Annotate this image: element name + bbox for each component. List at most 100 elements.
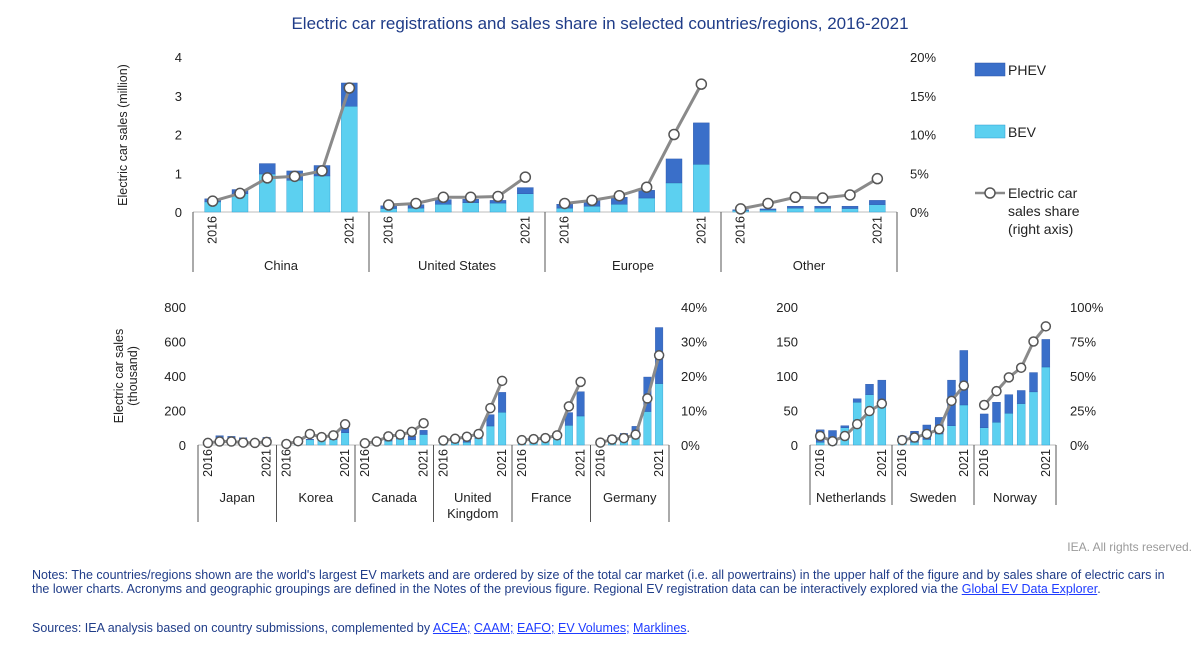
source-link-eafo[interactable]: EAFO;	[516, 621, 555, 635]
share-marker	[558, 197, 571, 210]
share-marker	[394, 429, 406, 440]
share-marker	[261, 172, 274, 184]
share-marker	[438, 435, 449, 446]
phev-bar	[992, 402, 1001, 423]
phev-bar	[959, 350, 969, 406]
y2-tick-label: 40%	[681, 300, 707, 315]
share-marker	[492, 190, 504, 203]
share-marker	[839, 430, 851, 442]
source-link-caam[interactable]: CAAM;	[473, 621, 514, 635]
legend-share-label: Electric car	[1008, 185, 1078, 201]
bev-bar	[576, 415, 585, 446]
y-tick-label: 200	[164, 404, 186, 419]
bev-bar	[474, 438, 483, 446]
share-marker	[343, 82, 356, 94]
bev-bar	[787, 207, 804, 213]
legend-share-label: (right axis)	[1008, 221, 1073, 237]
y2-tick-label: 75%	[1070, 335, 1096, 350]
bev-bar	[1041, 366, 1051, 446]
bev-bar	[313, 175, 331, 213]
y2-tick-label: 5%	[910, 166, 929, 181]
bev-bar	[841, 208, 859, 213]
year-label: 2016	[558, 216, 572, 244]
year-label: 2016	[895, 449, 909, 477]
y-tick-label: 600	[164, 335, 186, 350]
bev-bar	[1016, 403, 1026, 446]
share-marker	[613, 189, 626, 202]
share-marker	[1015, 362, 1027, 373]
source-link-marklines[interactable]: Marklines	[633, 621, 687, 635]
bev-bar	[959, 404, 969, 446]
legend-phev-label: PHEV	[1008, 62, 1047, 78]
phev-bar	[852, 398, 862, 403]
share-marker	[249, 437, 261, 449]
legend-phev-swatch	[974, 62, 1006, 77]
share-line	[740, 177, 879, 211]
ev-data-explorer-link[interactable]: Global EV Data Explorer	[961, 582, 1098, 596]
phev-bar	[1041, 339, 1051, 368]
share-marker	[695, 78, 708, 90]
group-label-united-states: United States	[418, 258, 497, 273]
y-tick-label: 4	[175, 50, 182, 65]
share-marker	[516, 434, 528, 446]
share-marker	[1028, 336, 1039, 347]
share-marker	[304, 428, 316, 440]
year-label: 2016	[279, 449, 293, 477]
share-marker	[410, 197, 422, 210]
group-label-united-kingdom: Kingdom	[447, 506, 498, 521]
y-tick-label: 3	[175, 89, 182, 104]
bev-bar	[992, 422, 1001, 446]
bev-bar	[462, 442, 471, 446]
bev-bar	[419, 434, 428, 446]
group-label-germany: Germany	[603, 490, 657, 505]
share-marker	[864, 405, 875, 417]
share-marker	[876, 398, 888, 409]
year-label: 2021	[870, 216, 884, 244]
phev-bar	[693, 122, 710, 165]
share-marker	[226, 436, 237, 447]
share-marker	[668, 128, 680, 141]
source-link-acea[interactable]: ACEA;	[432, 621, 471, 635]
share-marker	[816, 192, 829, 204]
share-marker	[630, 429, 641, 440]
share-marker	[261, 436, 272, 448]
y-tick-label: 0	[179, 438, 186, 453]
share-marker	[485, 402, 496, 414]
year-label: 2016	[515, 449, 529, 477]
bev-bar	[486, 425, 495, 446]
share-marker	[618, 432, 630, 444]
year-label: 2021	[495, 449, 509, 477]
share-marker	[762, 197, 774, 210]
share-marker	[909, 432, 920, 443]
source-link-ev-volumes[interactable]: EV Volumes;	[557, 621, 630, 635]
year-label: 2021	[260, 449, 274, 477]
share-marker	[496, 375, 508, 387]
phev-bar	[419, 430, 428, 435]
share-marker	[851, 418, 863, 430]
share-marker	[383, 431, 394, 442]
bev-bar	[462, 202, 479, 213]
bev-bar	[869, 204, 886, 213]
share-marker	[991, 385, 1002, 397]
year-label: 2021	[1039, 449, 1053, 477]
year-label: 2016	[436, 449, 450, 477]
y2-tick-label: 50%	[1070, 369, 1096, 384]
share-marker	[1040, 321, 1052, 332]
share-marker	[551, 430, 563, 441]
legend-bev-swatch	[974, 124, 1006, 139]
bev-bar	[435, 204, 452, 213]
group-label-japan: Japan	[220, 490, 255, 505]
share-marker	[789, 191, 802, 204]
notes-end: .	[1097, 582, 1101, 596]
legend-bev-label: BEV	[1008, 124, 1037, 140]
y-tick-label: 100	[776, 369, 798, 384]
share-marker	[339, 419, 351, 430]
share-marker	[519, 171, 532, 183]
share-marker	[473, 428, 484, 440]
year-label: 2021	[957, 449, 971, 477]
share-marker	[827, 436, 838, 447]
chart-title: Electric car registrations and sales sha…	[291, 14, 909, 33]
y-tick-label: 150	[776, 335, 798, 350]
bev-bar	[341, 106, 358, 213]
bev-bar	[1029, 391, 1038, 446]
